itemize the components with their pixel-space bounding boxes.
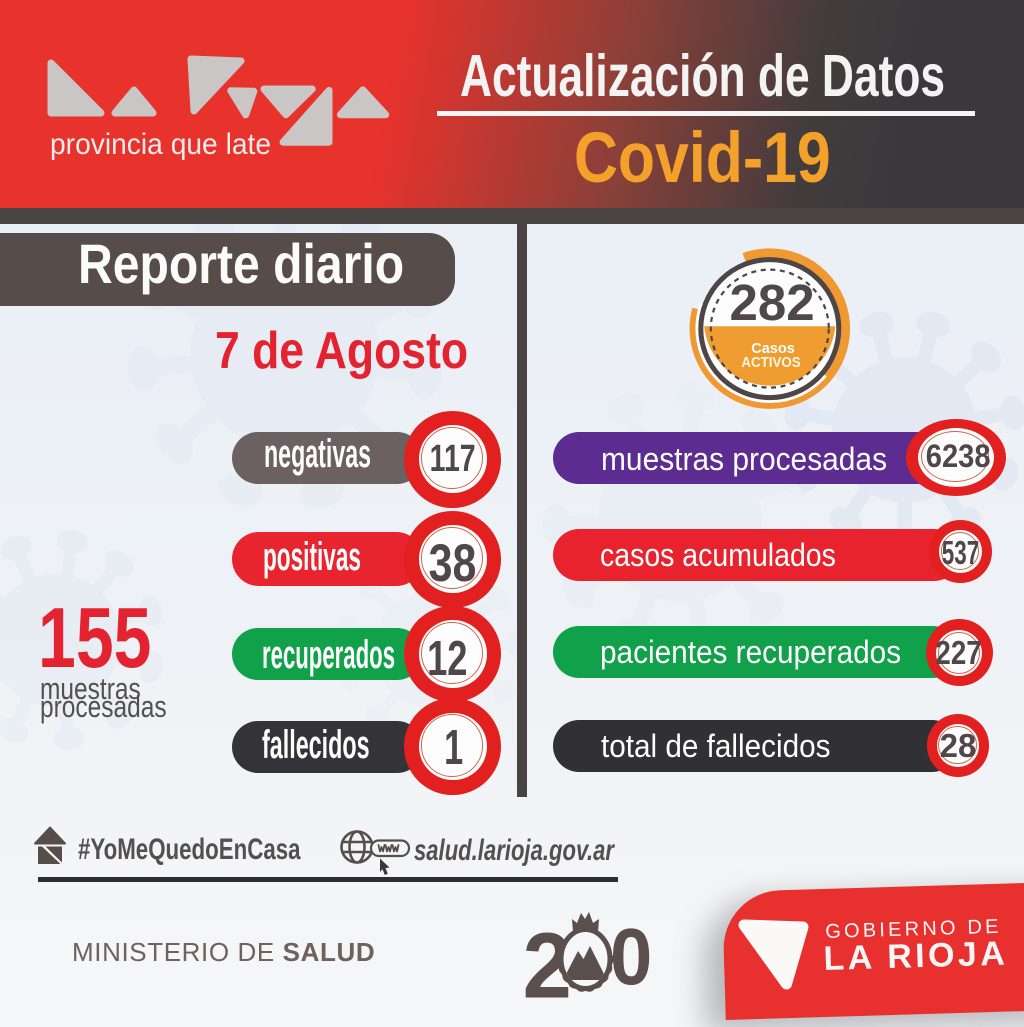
svg-text:0: 0 [610, 911, 652, 1001]
